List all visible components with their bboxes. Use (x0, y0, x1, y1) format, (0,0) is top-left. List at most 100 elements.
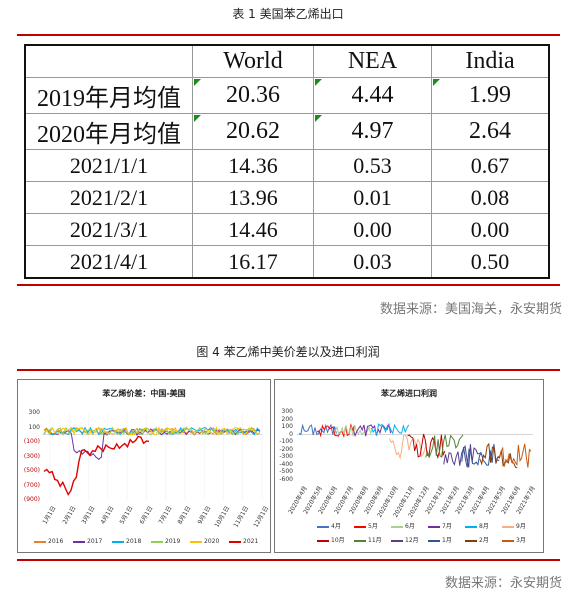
series-line-7月 (352, 422, 392, 438)
table-row: 2021/3/1 14.46 0.00 0.00 (24, 213, 550, 246)
legend-swatch (229, 540, 241, 543)
legend-item: 8月 (465, 521, 489, 530)
row-label: 2020年月均值 (24, 113, 193, 150)
comment-flag-icon (315, 115, 322, 122)
legend-swatch (317, 525, 329, 528)
divider-fig-top (17, 369, 560, 371)
cell-india: 2.64 (431, 113, 550, 150)
y-tick-label: (300) (23, 452, 40, 460)
series-line-2020 (43, 426, 261, 436)
legend-swatch (112, 540, 124, 543)
cell-india: 1.99 (431, 77, 550, 114)
legend-item: 4月 (317, 521, 341, 530)
y-tick-label: 300 (281, 408, 293, 415)
legend-swatch (34, 540, 46, 543)
legend-swatch (465, 539, 477, 542)
series-line-8月 (370, 423, 410, 436)
row-label: 2019年月均值 (24, 77, 193, 114)
y-tick-label: -600 (279, 476, 293, 483)
header-empty (24, 44, 193, 78)
styrene-export-table: World NEA India 2019年月均值 20.36 4.44 1.99… (24, 44, 550, 279)
cell-world: 14.36 (192, 149, 314, 182)
table-header-row: World NEA India (24, 44, 550, 78)
divider-mid (17, 284, 560, 286)
series-line-1月 (461, 443, 500, 468)
comment-flag-icon (194, 79, 201, 86)
chart-profit-panel: 苯乙烯进口利润 300 200 100 0 -100 -200 -300 -400 -500 -6… (274, 379, 544, 553)
legend-item: 6月 (391, 521, 415, 530)
comment-flag-icon (315, 79, 322, 86)
source-note-2: 数据来源：永安期货 (444, 576, 562, 591)
header-nea: NEA (313, 44, 432, 78)
legend-swatch (354, 525, 366, 528)
legend-item: 1月 (428, 535, 452, 544)
legend-swatch (317, 539, 329, 542)
y-tick-label: 0 (289, 430, 293, 438)
table-row: 2021/1/1 14.36 0.53 0.67 (24, 149, 550, 182)
legend-item: 12月 (391, 535, 419, 544)
legend-item: 2017 (73, 538, 102, 545)
y-tick-label: -500 (279, 468, 293, 476)
y-tick-label: 100 (28, 423, 40, 431)
legend-swatch (391, 539, 403, 542)
profit-chart-svg (297, 422, 533, 469)
series-line-12月 (443, 444, 482, 468)
y-tick-label: (500) (23, 467, 40, 474)
legend-item: 2019 (151, 538, 180, 545)
row-label: 2021/3/1 (24, 213, 193, 246)
y-tick-label: (900) (23, 496, 40, 503)
figure-caption: 图 4 苯乙烯中美价差以及进口利润 (196, 345, 380, 359)
y-tick-label: -400 (279, 460, 293, 468)
legend-item: 2018 (112, 538, 141, 545)
cell-india: 0.50 (431, 245, 550, 279)
legend-swatch (502, 539, 514, 542)
cell-world: 20.36 (192, 77, 314, 114)
chart-title: 苯乙烯进口利润 (381, 388, 437, 398)
header-world: World (192, 44, 314, 78)
legend-swatch (465, 525, 477, 528)
divider-top (17, 34, 560, 36)
table-row: 2020年月均值 20.62 4.97 2.64 (24, 113, 550, 150)
series-line-10月 (407, 433, 446, 460)
legend-item: 3月 (502, 535, 526, 544)
row-label: 2021/4/1 (24, 245, 193, 279)
table-row: 2021/2/1 13.96 0.01 0.08 (24, 181, 550, 214)
series-line-3月 (497, 443, 532, 468)
legend-swatch (428, 525, 440, 528)
cell-nea: 0.00 (313, 213, 432, 246)
series-line-2月 (479, 442, 518, 469)
legend-swatch (190, 540, 202, 543)
source-note-1: 数据来源：美国海关，永安期货 (379, 302, 562, 317)
table-row: 2021/4/1 16.17 0.03 0.50 (24, 245, 550, 279)
y-tick-label: -100 (279, 438, 293, 446)
chart-spread-panel: 苯乙烯价差：中国-美国 300 100 (100) (300) (500) (700) (9… (17, 379, 271, 553)
cell-nea: 4.97 (313, 113, 432, 150)
legend-item: 9月 (502, 521, 526, 530)
series-line-4月 (298, 423, 337, 436)
cell-india: 0.67 (431, 149, 550, 182)
legend-swatch (502, 525, 514, 528)
divider-bottom (17, 559, 560, 561)
cell-nea: 0.53 (313, 149, 432, 182)
series-line-9月 (389, 434, 428, 460)
legend-swatch (354, 539, 366, 542)
legend-item: 10月 (317, 535, 345, 544)
y-tick-label: (100) (23, 438, 40, 445)
cell-world: 16.17 (192, 245, 314, 279)
series-line-11月 (425, 434, 464, 459)
y-tick-label: 300 (28, 409, 40, 416)
cell-nea: 0.01 (313, 181, 432, 214)
y-tick-label: -200 (279, 445, 293, 453)
series-line-5月 (316, 423, 355, 439)
cell-nea: 0.03 (313, 245, 432, 279)
y-tick-label: -300 (279, 453, 293, 461)
table-row: 2019年月均值 20.36 4.44 1.99 (24, 77, 550, 114)
cell-world: 20.62 (192, 113, 314, 150)
header-india: India (431, 44, 550, 78)
series-line-2021 (43, 435, 150, 496)
y-tick-label: (700) (23, 481, 40, 489)
cell-india: 0.08 (431, 181, 550, 214)
legend-item: 2021 (229, 538, 258, 545)
legend-item: 2016 (34, 538, 63, 545)
chart-title: 苯乙烯价差：中国-美国 (102, 388, 186, 398)
